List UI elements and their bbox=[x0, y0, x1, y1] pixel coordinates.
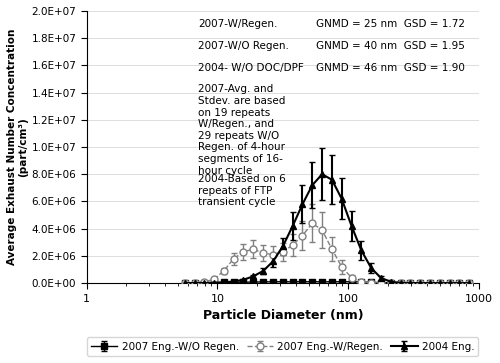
Text: GNMD = 40 nm  GSD = 1.95: GNMD = 40 nm GSD = 1.95 bbox=[316, 41, 465, 51]
X-axis label: Particle Diameter (nm): Particle Diameter (nm) bbox=[202, 309, 363, 322]
Text: 2004-Based on 6
repeats of FTP
transient cycle: 2004-Based on 6 repeats of FTP transient… bbox=[198, 174, 286, 208]
Text: 2007-W/Regen.: 2007-W/Regen. bbox=[198, 19, 278, 29]
Text: 2004- W/O DOC/DPF: 2004- W/O DOC/DPF bbox=[198, 63, 304, 73]
Text: 2007-W/O Regen.: 2007-W/O Regen. bbox=[198, 41, 290, 51]
Text: GNMD = 46 nm  GSD = 1.90: GNMD = 46 nm GSD = 1.90 bbox=[316, 63, 465, 73]
Y-axis label: Average Exhaust Number Concentration
(part/cm³): Average Exhaust Number Concentration (pa… bbox=[7, 29, 28, 265]
Text: 2007-Avg. and
Stdev. are based
on 19 repeats
W/Regen., and
29 repeats W/O
Regen.: 2007-Avg. and Stdev. are based on 19 rep… bbox=[198, 85, 286, 176]
Text: GNMD = 25 nm  GSD = 1.72: GNMD = 25 nm GSD = 1.72 bbox=[316, 19, 465, 29]
Legend: 2007 Eng.-W/O Regen., 2007 Eng.-W/Regen., 2004 Eng.: 2007 Eng.-W/O Regen., 2007 Eng.-W/Regen.… bbox=[87, 337, 478, 356]
